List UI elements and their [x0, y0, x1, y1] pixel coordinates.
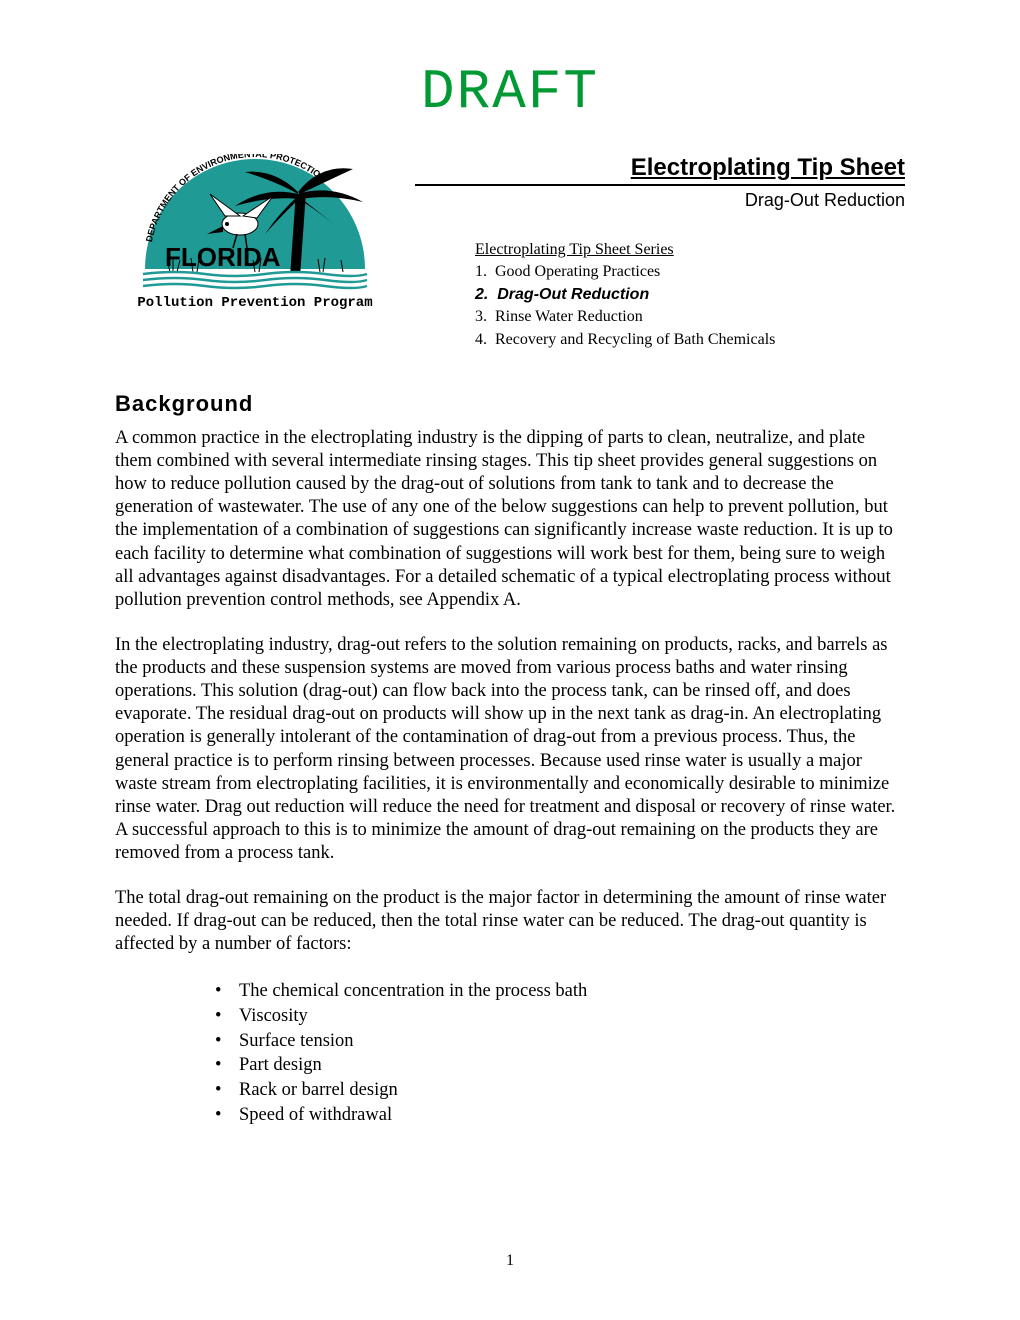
page-title: Electroplating Tip Sheet [631, 154, 905, 181]
series-item: 4. Recovery and Recycling of Bath Chemic… [475, 329, 905, 351]
list-item: •Part design [215, 1053, 905, 1078]
series-item: 1. Good Operating Practices [475, 261, 905, 283]
list-item: •The chemical concentration in the proce… [215, 979, 905, 1004]
series-item-current: 2. Drag-Out Reduction [475, 284, 905, 306]
list-item: •Viscosity [215, 1004, 905, 1029]
list-item: •Rack or barrel design [215, 1078, 905, 1103]
paragraph-1: A common practice in the electroplating … [115, 427, 905, 612]
section-heading: Background [115, 391, 905, 417]
header-text-block: Electroplating Tip Sheet Drag-Out Reduct… [415, 154, 905, 351]
page-subtitle: Drag-Out Reduction [415, 190, 905, 211]
logo-area: DEPARTMENT OF ENVIRONMENTAL PROTECTION [115, 154, 395, 324]
factors-list: •The chemical concentration in the proce… [215, 979, 905, 1129]
page-number: 1 [0, 1252, 1020, 1270]
logo-program-text: Pollution Prevention Program [137, 295, 372, 311]
logo-state-text: FLORIDA [165, 242, 281, 272]
watermark-text: DRAFT [115, 60, 905, 124]
list-item: •Surface tension [215, 1029, 905, 1054]
header-row: DEPARTMENT OF ENVIRONMENTAL PROTECTION [115, 154, 905, 351]
series-item: 3. Rinse Water Reduction [475, 306, 905, 328]
fdep-logo-icon: DEPARTMENT OF ENVIRONMENTAL PROTECTION [115, 154, 395, 319]
paragraph-3: The total drag-out remaining on the prod… [115, 887, 905, 956]
title-line: Electroplating Tip Sheet [415, 154, 905, 186]
list-item: •Speed of withdrawal [215, 1103, 905, 1128]
series-block: Electroplating Tip Sheet Series 1. Good … [475, 239, 905, 351]
series-heading: Electroplating Tip Sheet Series [475, 239, 905, 261]
paragraph-2: In the electroplating industry, drag-out… [115, 634, 905, 865]
